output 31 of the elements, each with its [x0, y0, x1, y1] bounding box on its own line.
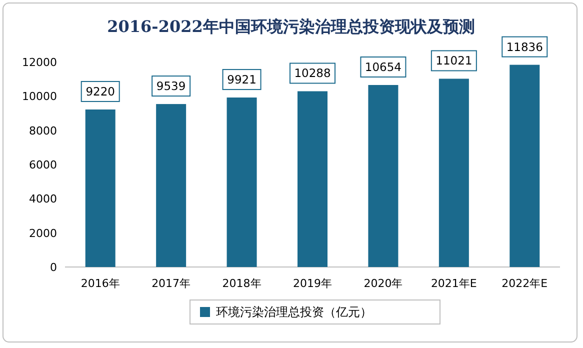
bar	[85, 109, 116, 267]
bar	[510, 64, 540, 267]
y-tick-label: 12000	[22, 56, 57, 69]
data-label: 9539	[156, 79, 186, 94]
data-label: 9220	[86, 84, 115, 98]
x-tick-label: 2019年	[293, 277, 332, 290]
x-tick-label: 2021年E	[430, 277, 477, 290]
bar	[438, 78, 469, 267]
bar	[226, 98, 257, 267]
y-tick-label: 6000	[29, 158, 57, 172]
x-tick-label: 2018年	[222, 277, 262, 290]
bar	[298, 91, 328, 267]
y-tick-label: 0	[50, 261, 57, 274]
y-tick-label: 8000	[29, 124, 57, 138]
x-tick-label: 2016年	[80, 277, 120, 290]
x-tick-label: 2017年	[152, 277, 191, 290]
y-tick-label: 4000	[29, 192, 57, 206]
y-tick-label: 10000	[22, 90, 57, 104]
data-label: 11836	[506, 40, 543, 54]
legend-label: 环境污染治理总投资（亿元）	[216, 305, 372, 319]
x-tick-label: 2022年E	[502, 277, 548, 290]
legend: 环境污染治理总投资（亿元）	[190, 300, 440, 324]
y-tick-label: 2000	[29, 226, 57, 240]
data-label: 11021	[436, 54, 472, 68]
chart-title: 2016-2022年中国环境污染治理总投资现状及预测	[107, 17, 475, 36]
bar	[368, 84, 398, 267]
x-tick-label: 2020年	[364, 277, 403, 290]
data-label: 10654	[364, 60, 402, 74]
data-label: 9921	[227, 72, 256, 87]
data-label: 10288	[294, 66, 331, 80]
bar	[156, 104, 186, 267]
